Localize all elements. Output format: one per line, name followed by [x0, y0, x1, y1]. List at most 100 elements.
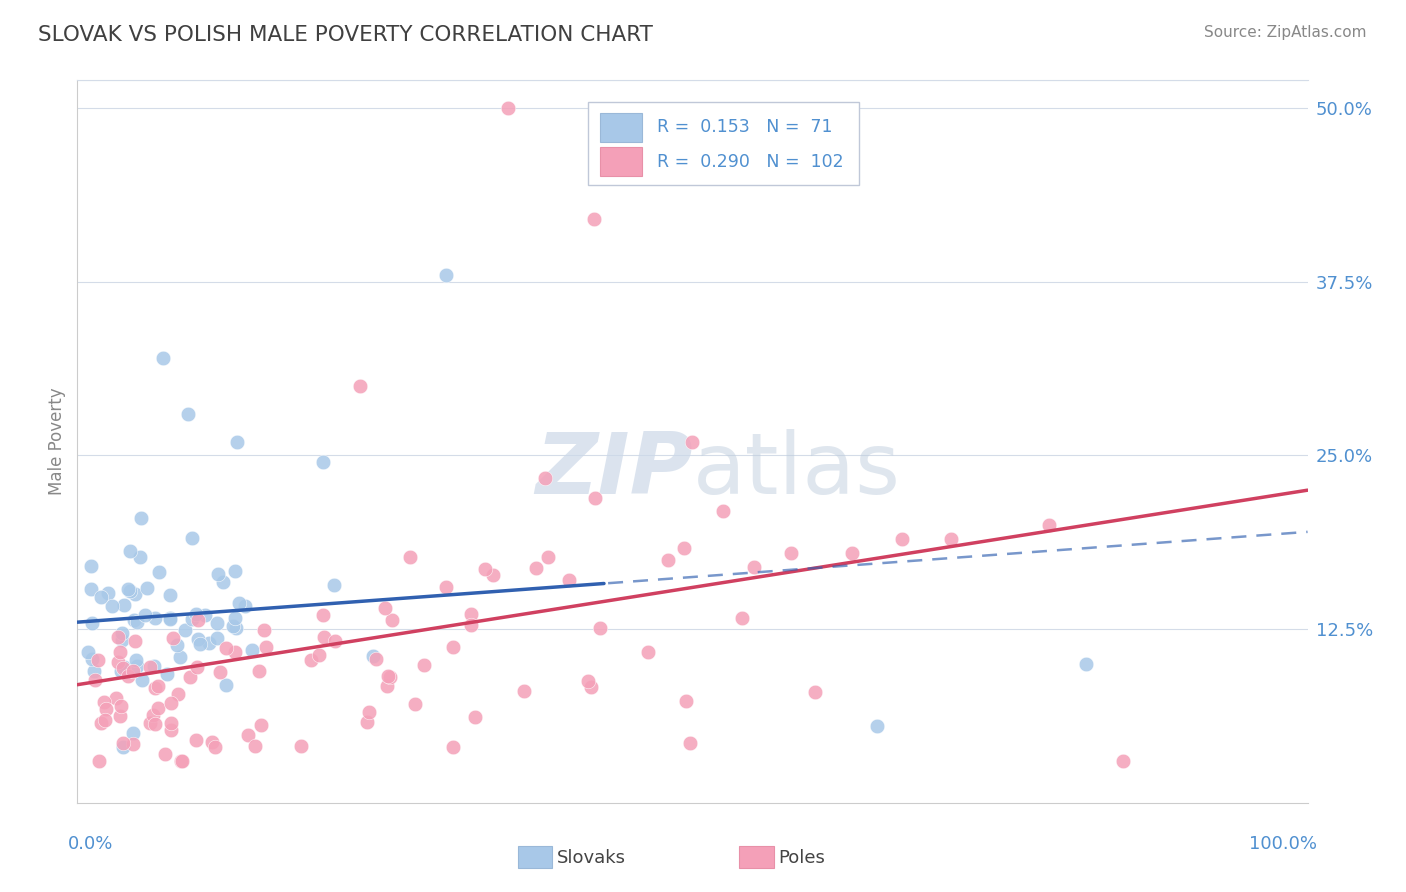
- Point: [110, 664, 132, 678]
- Point: [436, 268, 458, 282]
- Point: [215, 641, 238, 656]
- Point: [87, 653, 110, 667]
- Point: [82, 616, 104, 631]
- Point: [711, 504, 734, 518]
- Point: [290, 739, 312, 754]
- Point: [110, 699, 132, 714]
- Point: [212, 574, 235, 589]
- Point: [187, 632, 209, 646]
- Point: [136, 581, 159, 595]
- Point: [312, 608, 335, 623]
- Point: [240, 643, 263, 657]
- Point: [114, 659, 136, 673]
- Point: [349, 379, 371, 393]
- Point: [361, 649, 384, 664]
- Point: [117, 668, 139, 682]
- Point: [159, 611, 181, 625]
- Point: [679, 736, 702, 750]
- Text: ZIP: ZIP: [534, 429, 693, 512]
- Point: [474, 562, 496, 576]
- Text: Source: ZipAtlas.com: Source: ZipAtlas.com: [1204, 25, 1367, 40]
- Point: [841, 546, 863, 560]
- Point: [90, 590, 112, 604]
- Point: [224, 564, 246, 578]
- Point: [188, 637, 211, 651]
- Point: [129, 511, 152, 525]
- Text: Poles: Poles: [779, 848, 825, 867]
- Point: [243, 739, 266, 754]
- Point: [111, 626, 134, 640]
- Point: [524, 561, 547, 575]
- Text: 0.0%: 0.0%: [67, 835, 112, 854]
- Point: [120, 583, 142, 598]
- Point: [184, 733, 207, 747]
- Point: [890, 532, 912, 546]
- Point: [441, 640, 464, 654]
- Point: [179, 670, 201, 684]
- Point: [111, 736, 134, 750]
- Text: R =  0.153   N =  71: R = 0.153 N = 71: [657, 119, 832, 136]
- Point: [534, 471, 557, 485]
- Point: [167, 688, 190, 702]
- Point: [174, 623, 197, 637]
- Point: [312, 455, 335, 469]
- Point: [87, 754, 110, 768]
- Point: [866, 719, 889, 733]
- Point: [589, 621, 612, 635]
- Point: [156, 667, 179, 681]
- Point: [83, 673, 105, 688]
- FancyBboxPatch shape: [740, 847, 773, 868]
- Point: [731, 611, 754, 625]
- Point: [374, 601, 396, 615]
- Point: [205, 615, 228, 630]
- Point: [110, 645, 132, 659]
- Point: [141, 708, 163, 723]
- Point: [170, 754, 193, 768]
- Point: [96, 702, 118, 716]
- Point: [204, 740, 226, 755]
- Point: [682, 434, 704, 449]
- Point: [208, 665, 231, 679]
- Point: [375, 679, 398, 693]
- Point: [441, 740, 464, 755]
- Point: [124, 653, 146, 667]
- Point: [412, 657, 434, 672]
- Point: [742, 559, 765, 574]
- Point: [225, 621, 247, 635]
- Point: [436, 581, 458, 595]
- Point: [107, 655, 129, 669]
- Point: [583, 491, 606, 505]
- Point: [250, 718, 273, 732]
- Point: [125, 615, 148, 629]
- Point: [90, 715, 112, 730]
- FancyBboxPatch shape: [588, 102, 859, 185]
- Point: [238, 728, 260, 742]
- Text: R =  0.290   N =  102: R = 0.290 N = 102: [657, 153, 844, 171]
- Point: [108, 708, 131, 723]
- Point: [134, 608, 156, 623]
- Point: [128, 550, 150, 565]
- Point: [105, 690, 128, 705]
- Point: [111, 661, 134, 675]
- Point: [675, 693, 697, 707]
- Point: [180, 531, 202, 545]
- Point: [187, 613, 209, 627]
- Point: [139, 660, 162, 674]
- FancyBboxPatch shape: [600, 112, 643, 142]
- Point: [194, 608, 217, 623]
- Point: [148, 700, 170, 714]
- Point: [122, 726, 145, 740]
- Point: [198, 635, 221, 649]
- Point: [780, 546, 803, 560]
- Point: [377, 669, 399, 683]
- Point: [233, 599, 256, 613]
- Point: [228, 596, 250, 610]
- Point: [481, 568, 503, 582]
- Point: [356, 714, 378, 729]
- Point: [253, 623, 276, 637]
- Point: [299, 652, 322, 666]
- Point: [159, 588, 181, 602]
- Point: [107, 630, 129, 644]
- Point: [82, 652, 104, 666]
- Point: [143, 717, 166, 731]
